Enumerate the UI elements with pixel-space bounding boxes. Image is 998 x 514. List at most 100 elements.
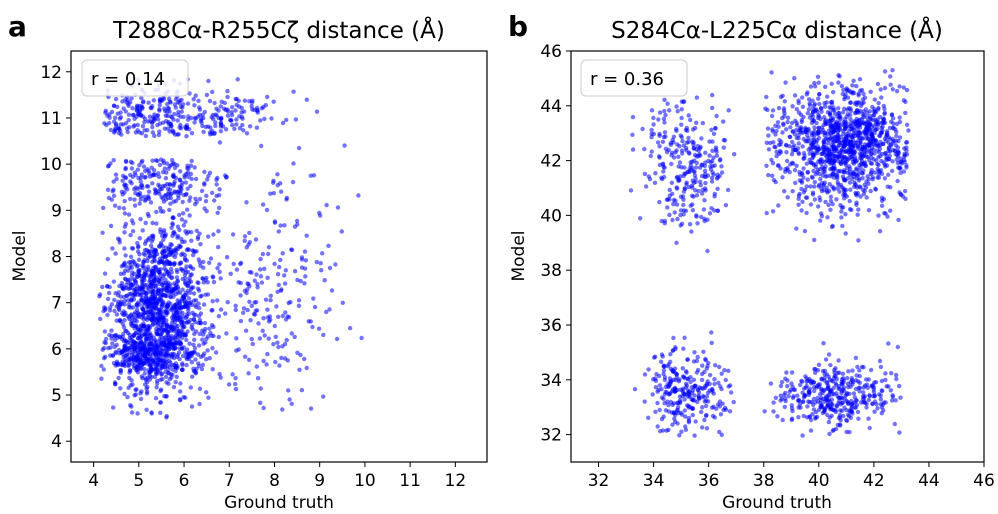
scatter-point <box>198 321 203 326</box>
scatter-point <box>100 230 105 235</box>
scatter-point <box>123 343 128 348</box>
correlation-annotation-a: r = 0.14 <box>91 69 165 90</box>
y-tick-label: 36 <box>540 316 562 336</box>
scatter-point <box>877 358 883 364</box>
scatter-point <box>119 281 125 286</box>
scatter-point <box>237 126 243 131</box>
scatter-point <box>116 125 121 130</box>
scatter-point <box>146 189 152 194</box>
scatter-point <box>678 133 683 138</box>
scatter-point <box>839 215 844 220</box>
scatter-point <box>112 344 117 349</box>
scatter-point <box>130 112 136 118</box>
scatter-point <box>163 305 169 310</box>
scatter-point <box>254 308 260 313</box>
scatter-point <box>244 131 250 136</box>
scatter-point <box>149 305 155 310</box>
scatter-point <box>796 98 801 103</box>
scatter-point <box>224 331 229 336</box>
scatter-point <box>660 139 666 144</box>
scatter-point <box>630 114 636 120</box>
scatter-point <box>156 132 162 138</box>
scatter-point <box>223 311 228 316</box>
scatter-point <box>840 174 846 179</box>
scatter-point <box>134 114 139 119</box>
scatter-point <box>102 340 107 345</box>
scatter-point <box>291 161 296 166</box>
scatter-panel-a: a T288Cα-R255Cζ distance (Å) 4 5 6 7 8 9 10 11 1… <box>8 10 488 513</box>
scatter-point <box>727 409 733 414</box>
scatter-point <box>137 163 142 168</box>
scatter-point <box>835 137 840 142</box>
scatter-point <box>702 163 707 169</box>
scatter-point <box>853 386 859 392</box>
scatter-point <box>246 282 251 287</box>
scatter-point <box>302 356 307 362</box>
scatter-point <box>110 246 115 251</box>
scatter-point <box>170 161 176 166</box>
scatter-point <box>855 123 860 128</box>
scatter-point <box>234 117 239 122</box>
scatter-point <box>277 264 282 270</box>
scatter-point <box>217 371 222 377</box>
scatter-point <box>790 395 796 400</box>
scatter-point <box>829 224 835 230</box>
scatter-point <box>782 189 787 194</box>
scatter-point <box>671 155 677 160</box>
scatter-point <box>838 395 844 400</box>
scatter-point <box>200 112 205 118</box>
scatter-point <box>234 122 239 127</box>
scatter-point <box>696 188 701 194</box>
scatter-point <box>805 90 810 95</box>
scatter-point <box>114 361 119 367</box>
scatter-point <box>168 352 173 357</box>
scatter-point <box>191 266 196 271</box>
scatter-point <box>321 394 326 399</box>
scatter-point <box>210 89 215 95</box>
scatter-point <box>175 224 181 229</box>
scatter-point <box>806 389 811 395</box>
scatter-point <box>198 242 203 247</box>
scatter-point <box>889 371 894 376</box>
scatter-point <box>822 104 828 109</box>
scatter-point <box>150 158 155 163</box>
scatter-point <box>858 136 863 141</box>
scatter-point <box>132 271 137 276</box>
scatter-point <box>843 92 848 97</box>
scatter-point <box>185 207 190 212</box>
scatter-point <box>196 343 202 348</box>
scatter-point <box>144 349 149 354</box>
scatter-point <box>233 303 238 308</box>
scatter-point <box>777 151 782 156</box>
scatter-point <box>268 293 273 298</box>
scatter-point <box>662 97 667 103</box>
scatter-point <box>876 171 881 177</box>
scatter-point <box>291 89 296 94</box>
scatter-point <box>273 359 278 365</box>
scatter-point <box>890 159 895 164</box>
scatter-point <box>229 118 234 123</box>
scatter-point <box>832 108 837 113</box>
scatter-point <box>200 362 206 368</box>
scatter-point <box>178 126 184 131</box>
scatter-point <box>262 333 267 338</box>
scatter-point <box>178 169 183 174</box>
scatter-point <box>666 409 671 414</box>
scatter-point <box>677 401 683 406</box>
scatter-point <box>299 265 305 270</box>
scatter-point <box>684 182 689 187</box>
scatter-point <box>164 394 169 399</box>
scatter-point <box>895 145 901 150</box>
scatter-point <box>903 110 908 116</box>
scatter-point <box>134 108 139 113</box>
scatter-point <box>123 359 129 364</box>
scatter-point <box>840 382 845 387</box>
scatter-point <box>825 380 830 385</box>
scatter-point <box>797 178 802 183</box>
scatter-point <box>142 382 148 387</box>
scatter-point <box>770 173 775 178</box>
scatter-point <box>158 358 163 364</box>
scatter-point <box>158 227 163 232</box>
scatter-point <box>131 221 136 226</box>
